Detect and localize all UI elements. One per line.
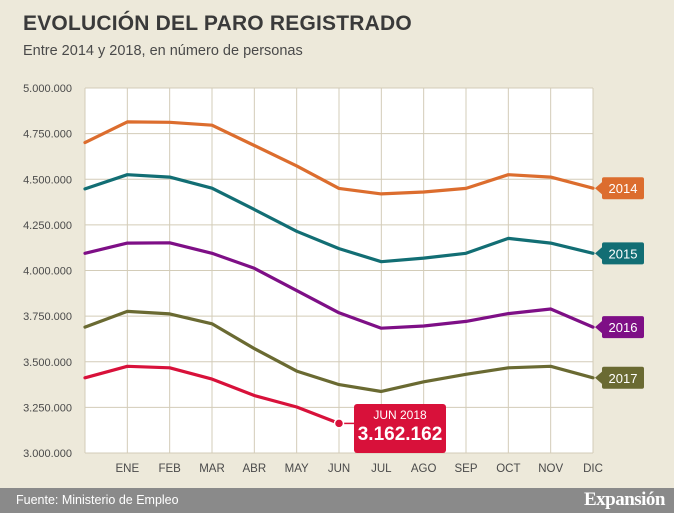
y-tick-label: 3.000.000 [23,448,72,460]
x-tick-label: ENE [116,463,140,475]
x-tick-label: SEP [454,463,477,475]
series-label-pointer [595,246,603,261]
current-value-callout: JUN 2018 3.162.162 [354,404,446,453]
footer-bar: Fuente: Ministerio de Empleo Expansión [0,488,674,513]
brand-logo: Expansión [583,489,666,510]
chart-title: EVOLUCIÓN DEL PARO REGISTRADO [23,12,412,35]
y-tick-label: 4.500.000 [23,174,72,186]
series-label-text: 2015 [609,246,638,261]
x-tick-label: MAR [199,463,225,475]
x-tick-label: FEB [158,463,181,475]
series-label-badge [602,316,644,339]
current-value-marker [333,418,345,429]
series-label-pointer [595,320,603,335]
x-tick-label: DIC [583,463,603,475]
series-label-text: 2016 [609,320,638,335]
x-tick-label: OCT [496,463,520,475]
y-tick-label: 4.000.000 [23,266,72,278]
series-label-text: 2014 [609,181,638,196]
y-tick-label: 5.000.000 [23,83,72,95]
x-tick-label: JUL [371,463,392,475]
y-tick-label: 4.750.000 [23,129,72,141]
callout-label: JUN 2018 [373,408,427,422]
source-note: Fuente: Ministerio de Empleo [16,493,179,507]
x-tick-label: JUN [328,463,350,475]
y-tick-label: 3.750.000 [23,311,72,323]
x-tick-label: AGO [411,463,437,475]
series-label-pointer [595,181,603,196]
series-line-2016 [83,241,595,330]
y-tick-label: 4.250.000 [23,220,72,232]
callout-value: 3.162.162 [357,424,443,445]
series-label-badge [602,366,644,389]
series-label-pointer [595,370,603,385]
y-tick-label: 3.500.000 [23,357,72,369]
series-line-2015 [83,173,595,264]
chart-subtitle: Entre 2014 y 2018, en número de personas [23,43,303,59]
x-tick-label: NOV [538,463,563,475]
x-tick-label: MAY [285,463,309,475]
series-line-2014 [83,120,595,196]
x-tick-label: ABR [243,463,267,475]
series-label-text: 2017 [609,371,638,386]
series-label-badge [602,242,644,265]
series-line-current [83,364,341,425]
line-chart: 3.000.000 3.250.000 3.500.000 3.750.000 4.00… [23,83,644,475]
series-label-badge [602,177,644,200]
series-line-2017 [83,309,595,394]
y-tick-label: 3.250.000 [23,402,72,414]
